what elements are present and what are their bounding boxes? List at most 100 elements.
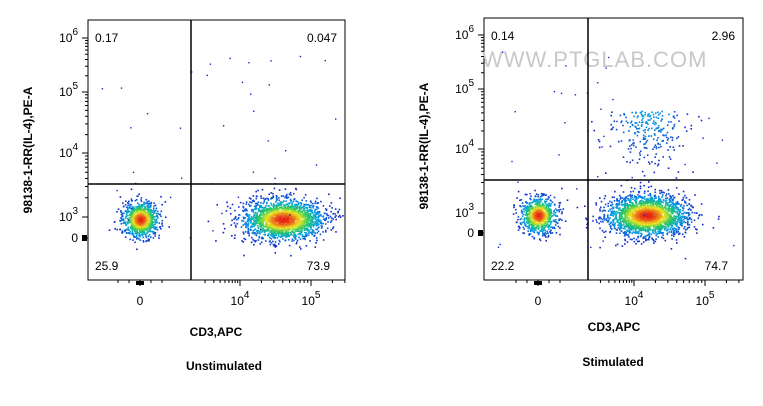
event-point xyxy=(143,223,146,226)
event-point xyxy=(675,217,678,219)
event-point xyxy=(541,202,544,205)
event-point xyxy=(145,220,148,222)
event-point xyxy=(244,217,247,219)
event-point xyxy=(307,229,309,232)
event-point xyxy=(269,231,272,234)
event-point xyxy=(638,224,640,226)
event-point xyxy=(241,81,244,83)
event-point xyxy=(248,197,251,199)
event-point xyxy=(155,221,157,224)
event-point xyxy=(253,244,255,246)
event-point xyxy=(310,220,313,222)
event-point xyxy=(545,206,548,208)
event-point xyxy=(682,198,684,201)
event-point xyxy=(142,236,144,239)
event-point xyxy=(130,218,133,220)
event-point xyxy=(604,203,607,206)
event-point xyxy=(294,225,296,228)
event-point xyxy=(318,210,321,213)
event-point xyxy=(253,222,255,225)
event-point xyxy=(638,202,640,205)
event-point xyxy=(143,229,145,231)
event-point xyxy=(326,214,329,217)
event-point xyxy=(273,245,275,247)
event-point xyxy=(137,225,139,227)
event-point xyxy=(150,210,152,212)
event-point xyxy=(242,224,245,226)
event-point xyxy=(141,226,143,228)
event-point xyxy=(549,223,552,225)
event-point xyxy=(125,232,128,234)
event-point xyxy=(145,235,147,237)
event-point xyxy=(312,217,314,219)
event-point xyxy=(586,223,588,226)
event-point xyxy=(153,210,156,212)
event-point xyxy=(278,231,280,233)
event-point xyxy=(246,214,248,217)
event-point xyxy=(286,225,289,228)
event-point xyxy=(135,222,138,224)
event-point xyxy=(265,205,267,207)
event-point xyxy=(128,200,130,203)
event-point xyxy=(142,203,145,205)
event-point xyxy=(554,220,556,223)
event-point xyxy=(309,213,312,215)
event-point xyxy=(632,211,634,213)
event-point xyxy=(135,220,137,223)
event-point xyxy=(530,229,532,231)
event-point xyxy=(294,236,296,238)
event-point xyxy=(307,217,309,219)
event-point xyxy=(272,203,275,205)
event-point xyxy=(272,209,274,212)
event-point xyxy=(308,214,310,216)
event-point xyxy=(133,215,135,217)
event-point xyxy=(150,220,153,222)
event-point xyxy=(136,220,139,222)
event-point xyxy=(263,230,266,233)
event-point xyxy=(148,214,150,217)
event-point xyxy=(304,204,306,206)
event-point xyxy=(603,206,605,209)
event-point xyxy=(647,227,649,230)
event-point xyxy=(148,222,151,225)
panel-condition-label: Unstimulated xyxy=(186,359,262,373)
event-point xyxy=(276,195,278,198)
event-point xyxy=(116,210,118,213)
event-point xyxy=(134,226,136,228)
event-point xyxy=(624,212,626,215)
event-point xyxy=(280,234,283,237)
event-point xyxy=(545,203,547,205)
event-point xyxy=(255,215,258,218)
event-point xyxy=(257,226,260,229)
event-point xyxy=(272,196,275,199)
event-point xyxy=(121,219,123,221)
event-point xyxy=(265,209,267,212)
event-point xyxy=(149,212,151,214)
event-point xyxy=(669,205,672,207)
event-point xyxy=(144,217,147,220)
event-point xyxy=(677,226,680,228)
event-point xyxy=(647,202,649,204)
event-point xyxy=(611,203,614,206)
event-point xyxy=(535,209,538,212)
event-point xyxy=(656,228,659,231)
event-point xyxy=(661,196,663,198)
event-point xyxy=(545,215,547,217)
event-point xyxy=(312,214,315,216)
event-point xyxy=(559,208,562,211)
event-point xyxy=(150,211,152,213)
event-point xyxy=(307,223,309,226)
event-point xyxy=(309,216,311,218)
event-point xyxy=(623,204,626,206)
event-point xyxy=(517,190,520,193)
event-point xyxy=(116,228,118,231)
event-point xyxy=(278,197,280,199)
event-point xyxy=(153,227,155,230)
event-point xyxy=(246,220,249,223)
event-point xyxy=(270,230,273,232)
event-point xyxy=(598,222,600,225)
event-point xyxy=(257,232,259,234)
event-point xyxy=(305,215,307,217)
event-point xyxy=(247,222,250,224)
event-point xyxy=(293,231,296,233)
